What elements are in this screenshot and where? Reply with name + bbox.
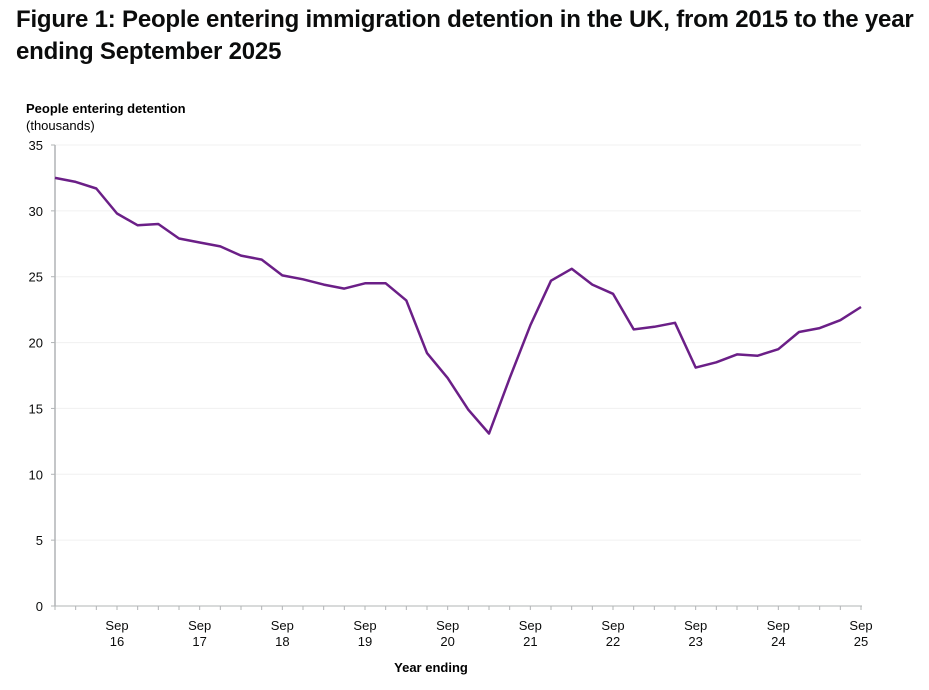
x-tick-label: Sep	[353, 618, 376, 633]
x-tick-label-year: 22	[606, 634, 620, 649]
y-tick-label: 35	[29, 138, 43, 153]
y-tick-label: 0	[36, 599, 43, 614]
x-tick-label: Sep	[271, 618, 294, 633]
y-tick-label: 10	[29, 467, 43, 482]
y-tick-label: 5	[36, 533, 43, 548]
x-tick-label: Sep	[436, 618, 459, 633]
x-tick-label-year: 19	[358, 634, 372, 649]
x-tick-label: Sep	[849, 618, 872, 633]
x-tick-label: Sep	[188, 618, 211, 633]
x-tick-label-year: 25	[854, 634, 868, 649]
series-line	[54, 176, 862, 435]
y-tick-label: 25	[29, 270, 43, 285]
x-tick-label: Sep	[519, 618, 542, 633]
x-tick-label: Sep	[105, 618, 128, 633]
x-tick-label-year: 24	[771, 634, 785, 649]
x-tick-label-year: 21	[523, 634, 537, 649]
x-tick-label-year: 23	[688, 634, 702, 649]
y-axis-label: People entering detention	[26, 101, 186, 116]
x-tick-label-year: 18	[275, 634, 289, 649]
x-tick-label: Sep	[601, 618, 624, 633]
x-tick-label: Sep	[684, 618, 707, 633]
x-tick-label-year: 16	[110, 634, 124, 649]
x-tick-label-year: 17	[192, 634, 206, 649]
y-axis-sublabel: (thousands)	[26, 118, 95, 133]
y-tick-label: 30	[29, 204, 43, 219]
x-tick-label: Sep	[767, 618, 790, 633]
chart-title: Figure 1: People entering immigration de…	[16, 6, 914, 65]
y-tick-label: 15	[29, 401, 43, 416]
x-tick-label-year: 20	[440, 634, 454, 649]
y-tick-label: 20	[29, 336, 43, 351]
x-axis-label: Year ending	[394, 660, 468, 675]
